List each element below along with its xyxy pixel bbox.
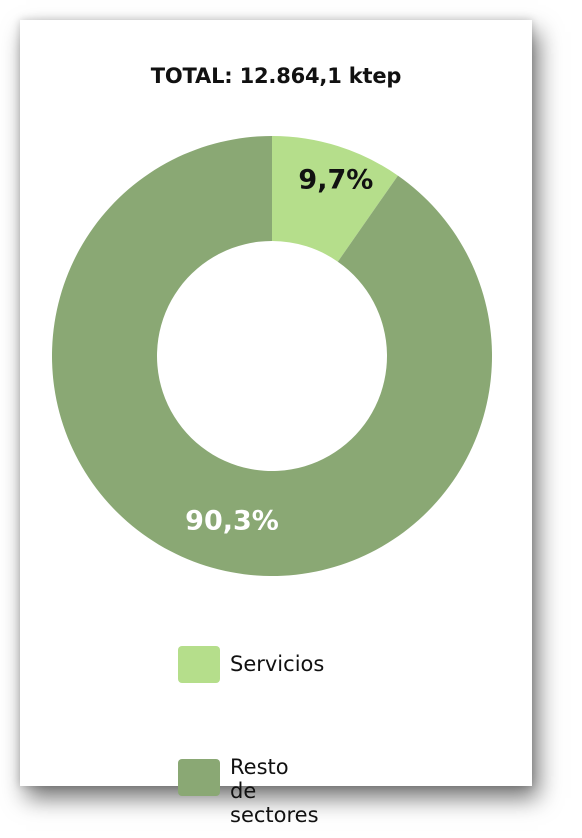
chart-card: TOTAL: 12.864,1 ktep 9,7% 90,3% Servicios… [20, 20, 532, 827]
slice-label-servicios: 9,7% [298, 164, 373, 195]
slice-label-resto-de-sectores: 90,3% [185, 506, 279, 537]
legend-swatch-servicios [178, 646, 220, 683]
legend-label-servicios: Servicios [230, 652, 325, 676]
donut-slice-resto-de-sectores [51, 136, 492, 576]
donut-slice-servicios [272, 136, 398, 262]
legend-swatch-resto-de-sectores [178, 759, 220, 796]
chart-title: TOTAL: 12.864,1 ktep [150, 64, 402, 88]
donut-chart: 9,7% 90,3% [51, 136, 492, 576]
legend-label-resto-de-sectores: Resto de sectores [230, 755, 319, 827]
